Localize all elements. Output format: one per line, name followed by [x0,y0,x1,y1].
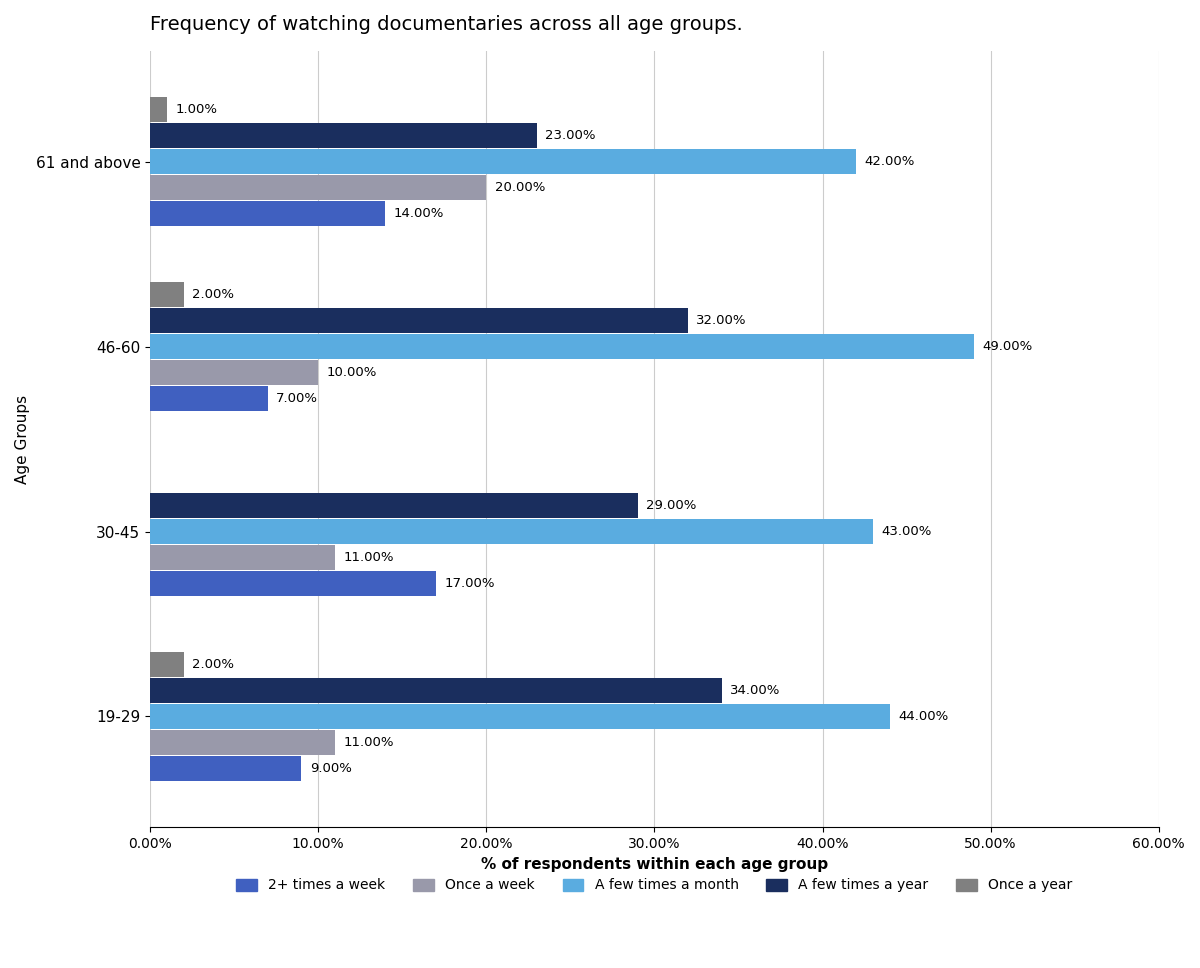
Text: 49.00%: 49.00% [982,340,1032,353]
Text: 2.00%: 2.00% [192,658,234,671]
X-axis label: % of respondents within each age group: % of respondents within each age group [481,857,828,871]
Text: 11.00%: 11.00% [343,551,394,564]
Bar [150,519,872,544]
Text: 9.00%: 9.00% [310,762,352,775]
Bar [150,282,184,308]
Text: 32.00%: 32.00% [696,315,746,327]
Bar [150,97,167,123]
Bar [150,386,268,411]
Text: 29.00%: 29.00% [646,499,696,512]
Text: 34.00%: 34.00% [730,684,780,697]
Bar [150,201,385,227]
Text: 14.00%: 14.00% [394,207,444,221]
Text: 7.00%: 7.00% [276,392,318,406]
Text: 1.00%: 1.00% [175,104,217,116]
Bar [150,651,184,677]
Bar [150,756,301,781]
Text: Frequency of watching documentaries across all age groups.: Frequency of watching documentaries acro… [150,15,743,34]
Bar [150,308,688,333]
Text: 44.00%: 44.00% [898,710,948,723]
Bar [150,571,436,596]
Bar [150,360,318,385]
Text: 23.00%: 23.00% [545,130,595,142]
Bar [150,123,536,148]
Bar [150,175,486,200]
Bar [150,149,856,174]
Legend: 2+ times a week, Once a week, A few times a month, A few times a year, Once a ye: 2+ times a week, Once a week, A few time… [230,873,1078,898]
Text: 20.00%: 20.00% [494,181,545,195]
Bar [150,704,889,729]
Y-axis label: Age Groups: Age Groups [14,395,30,484]
Bar [150,678,721,703]
Text: 2.00%: 2.00% [192,288,234,301]
Text: 10.00%: 10.00% [326,366,377,379]
Text: 11.00%: 11.00% [343,736,394,749]
Text: 43.00%: 43.00% [881,525,931,538]
Bar [150,493,637,518]
Bar [150,545,335,570]
Bar [150,334,973,359]
Text: 42.00%: 42.00% [864,155,914,168]
Text: 17.00%: 17.00% [444,577,494,590]
Bar [150,730,335,755]
